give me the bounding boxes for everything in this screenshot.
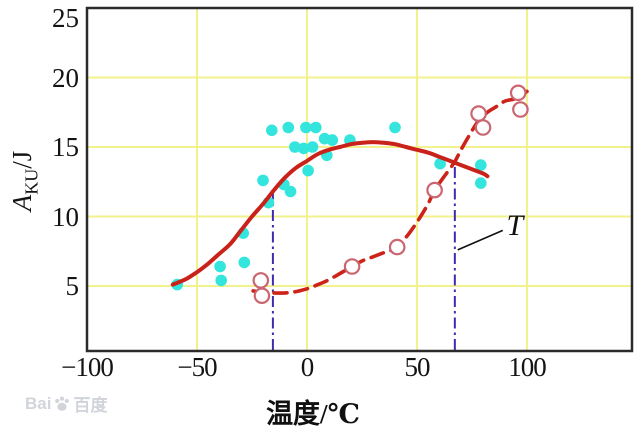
cyan-dot-points-1: [214, 260, 226, 273]
cyan-dot-points-13: [300, 121, 312, 134]
cyan-dot-points-15: [306, 141, 319, 153]
t-leader-line: [457, 229, 504, 251]
y-axis-subscript: KU: [21, 168, 42, 195]
cyan-dot-points-23: [475, 159, 487, 171]
cyan-dot-points-12: [297, 142, 310, 155]
paw-icon: [55, 396, 70, 411]
x-tick-label-0: 0: [300, 352, 315, 382]
cyan-dot-points-5: [257, 174, 269, 187]
x-tick-label-50: 50: [404, 352, 431, 382]
open-circle-points-5: [470, 105, 487, 122]
x-tick-label-100: 100: [508, 352, 547, 382]
open-circle-points-3: [388, 238, 406, 256]
open-circle-points-8: [512, 101, 529, 118]
watermark-text-suffix: 百度: [73, 396, 108, 415]
watermark-text-prefix: Bai: [25, 393, 52, 413]
open-circle-points-4: [426, 181, 443, 199]
cyan-dot-points-16: [310, 121, 322, 134]
open-circle-points-1: [253, 287, 271, 304]
watermark: Bai 百度: [25, 391, 107, 416]
y-tick-label-20: 20: [52, 62, 79, 93]
open-circle-points-0: [252, 272, 270, 289]
cyan-dot-points-19: [326, 134, 339, 146]
cyan-dot-points-2: [215, 274, 227, 287]
y-tick-label-15: 15: [52, 132, 79, 162]
cyan-dot-points-7: [266, 124, 278, 137]
y-tick-label-10: 10: [52, 201, 79, 232]
cyan-dot-points-24: [475, 177, 487, 189]
open-circle-points-7: [509, 84, 527, 102]
open-circle-points-2: [343, 258, 361, 275]
upper-band-fit-solid: [170, 140, 490, 287]
cyan-dot-points-22: [434, 157, 446, 170]
open-circle-points-6: [474, 119, 492, 136]
cyan-dot-points-11: [289, 141, 301, 153]
x-axis-label: 温度/℃: [266, 399, 360, 429]
cyan-dot-points-4: [238, 256, 251, 269]
cyan-dot-points-10: [284, 185, 297, 198]
y-tick-label-5: 5: [65, 271, 80, 301]
cyan-dot-points-14: [302, 164, 314, 177]
cyan-dot-points-21: [389, 121, 401, 134]
x-tick-label--50: −50: [177, 352, 217, 382]
y-tick-label-25: 25: [52, 3, 79, 33]
plot-frame: [85, 6, 634, 353]
transition-temperature-label: T: [506, 209, 524, 243]
cyan-dot-points-9: [282, 121, 295, 134]
x-tick-label--100: −100: [61, 352, 114, 382]
